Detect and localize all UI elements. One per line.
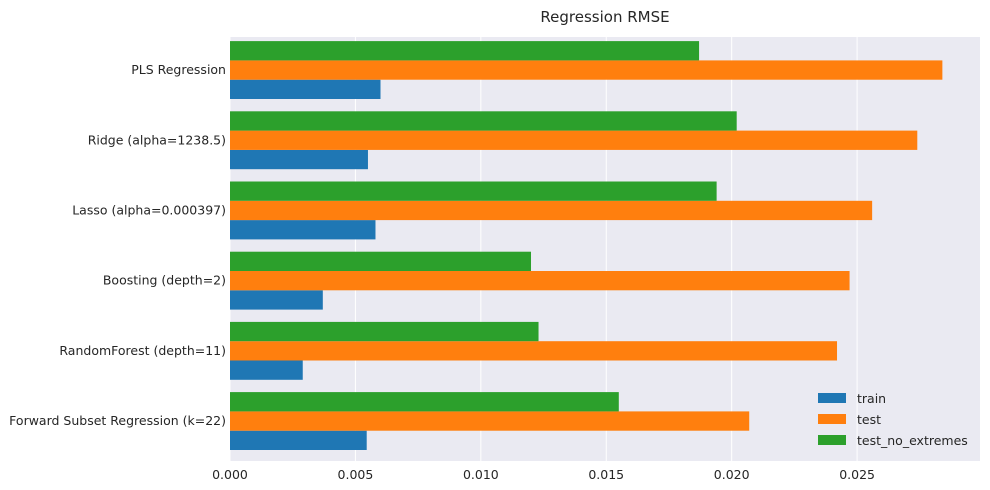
category-label: Forward Subset Regression (k=22) [9,413,226,428]
legend-label: test_no_extremes [857,433,968,448]
bar-test [230,271,850,291]
category-label: RandomForest (depth=11) [59,343,226,358]
bar-train [230,79,381,100]
legend-swatch-test [818,414,846,424]
bar-train [230,360,303,380]
bar-train [230,430,367,450]
category-label: PLS Regression [131,62,226,77]
legend: train test test_no_extremes [818,391,968,448]
bar-test [230,130,918,150]
bar-test-no-extremes [230,181,717,201]
x-tick-label: 0.025 [839,467,875,482]
category-label: Ridge (alpha=1238.5) [88,132,226,147]
bar-test-no-extremes [230,321,539,342]
bar-train [230,149,368,170]
bar-test-no-extremes [230,392,619,412]
bar-train [230,220,376,240]
bar-test-no-extremes [230,251,532,272]
bar-test-no-extremes [230,111,737,131]
bar-test-no-extremes [230,41,700,61]
chart-title: Regression RMSE [540,8,669,26]
x-tick-label: 0.010 [463,467,499,482]
x-tick-label: 0.015 [588,467,624,482]
legend-label: train [857,391,886,406]
legend-swatch-test-no-extremes [818,435,846,445]
category-label: Lasso (alpha=0.000397) [72,202,226,217]
x-tick-label: 0.005 [338,467,374,482]
legend-swatch-train [818,393,846,403]
bars [230,41,943,450]
legend-label: test [857,412,881,427]
category-labels: Forward Subset Regression (k=22) RandomFo… [9,62,226,428]
bar-test [230,341,838,361]
category-label: Boosting (depth=2) [103,273,226,288]
x-tick-label: 0.000 [212,467,248,482]
x-axis-ticks: 0.000 0.005 0.010 0.015 0.020 0.025 [212,467,875,482]
x-tick-label: 0.020 [714,467,750,482]
bar-test [230,411,750,431]
grid [229,37,858,461]
bar-test [230,200,873,221]
bar-train [230,290,323,310]
bar-test [230,60,943,80]
